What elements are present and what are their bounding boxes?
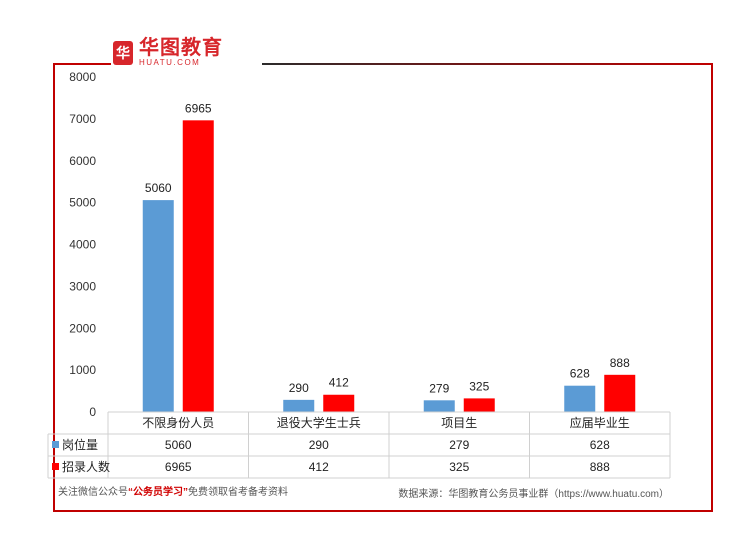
category-label: 不限身份人员: [142, 415, 214, 430]
y-tick-label: 1000: [69, 363, 96, 377]
frame-top-line-left: [53, 63, 111, 65]
footer-left-highlight: “公务员学习”: [128, 487, 188, 498]
footer-left-suffix: 免费领取省考备考资料: [188, 487, 288, 498]
bar-positions: [283, 399, 315, 412]
y-tick-label: 3000: [69, 279, 96, 293]
y-tick-label: 0: [89, 405, 96, 419]
bar-positions: [142, 200, 174, 412]
chart-frame: [53, 63, 713, 512]
y-tick-label: 7000: [69, 112, 96, 126]
logo-en: HUATU.COM: [139, 58, 201, 67]
data-label: 628: [570, 367, 590, 381]
table-cell-value: 5060: [165, 438, 192, 452]
y-tick-label: 5000: [69, 196, 96, 210]
bar-hires: [463, 398, 495, 412]
legend-swatch: [52, 441, 59, 448]
legend-swatch: [52, 463, 59, 470]
y-tick-label: 4000: [69, 238, 96, 252]
bar-positions: [564, 385, 596, 412]
data-label: 888: [610, 356, 630, 370]
logo-mark-icon: 华: [113, 40, 133, 65]
legend-label: 招录人数: [62, 459, 110, 474]
table-cell-value: 888: [590, 460, 610, 474]
frame-top-line-right: [262, 63, 711, 65]
y-tick-label: 6000: [69, 154, 96, 168]
bar-hires: [182, 120, 214, 412]
table-cell-value: 290: [309, 438, 329, 452]
y-tick-label: 2000: [69, 321, 96, 335]
category-label: 退役大学生士兵: [277, 415, 361, 430]
table-cell-value: 325: [449, 460, 469, 474]
data-label: 6965: [185, 101, 212, 115]
bar-hires: [604, 374, 636, 412]
bar-hires: [323, 394, 355, 412]
footer-source-note: 数据来源：华图教育公务员事业群（https://www.huatu.com）: [398, 489, 669, 500]
data-label: 5060: [145, 181, 172, 195]
bar-positions: [423, 400, 455, 412]
category-label: 项目生: [441, 416, 477, 430]
y-tick-label: 8000: [69, 70, 96, 84]
data-label: 279: [429, 381, 449, 395]
legend-label: 岗位量: [62, 437, 98, 452]
logo-text: 华图教育 HUATU.COM: [139, 38, 223, 67]
footer-left-prefix: 关注微信公众号: [58, 487, 128, 498]
category-label: 应届毕业生: [570, 415, 630, 430]
table-cell-value: 628: [590, 438, 610, 452]
table-cell-value: 279: [449, 438, 469, 452]
huatu-logo: 华 华图教育 HUATU.COM: [113, 38, 223, 67]
logo-cn: 华图教育: [139, 37, 223, 59]
table-cell-value: 412: [309, 460, 329, 474]
footer-left-note: 关注微信公众号“公务员学习”免费领取省考备考资料: [58, 483, 288, 498]
data-label: 412: [329, 376, 349, 390]
data-label: 290: [289, 381, 309, 395]
table-cell-value: 6965: [165, 460, 192, 474]
data-label: 325: [469, 379, 489, 393]
